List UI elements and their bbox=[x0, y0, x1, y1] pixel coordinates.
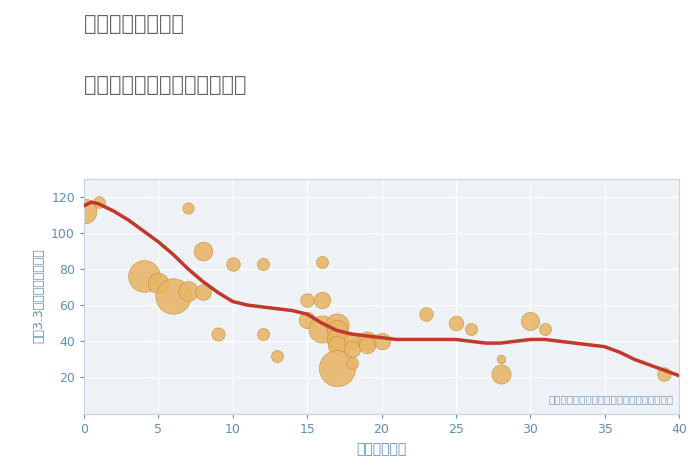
Point bbox=[331, 341, 342, 349]
Text: 円の大きさは、取引のあった物件面積を示す: 円の大きさは、取引のあった物件面積を示す bbox=[548, 394, 673, 404]
Point bbox=[316, 258, 328, 266]
Point bbox=[227, 260, 238, 267]
Point bbox=[465, 325, 476, 332]
Point bbox=[93, 198, 104, 206]
Point bbox=[361, 337, 372, 345]
Point bbox=[168, 292, 179, 300]
Point bbox=[153, 280, 164, 287]
Point bbox=[376, 337, 387, 345]
Point bbox=[272, 352, 283, 360]
Y-axis label: 坪（3.3㎡）単価（万円）: 坪（3.3㎡）単価（万円） bbox=[32, 249, 46, 344]
Point bbox=[302, 296, 313, 304]
Point bbox=[495, 370, 506, 377]
Point bbox=[316, 325, 328, 332]
Point bbox=[257, 330, 268, 338]
Point bbox=[525, 318, 536, 325]
Point bbox=[331, 336, 342, 343]
Point bbox=[78, 207, 90, 215]
Text: 兵庫県東姫路駅の: 兵庫県東姫路駅の bbox=[84, 14, 184, 34]
Point bbox=[183, 204, 194, 212]
Point bbox=[361, 341, 372, 349]
Point bbox=[197, 289, 209, 296]
Point bbox=[138, 273, 149, 280]
Point bbox=[421, 310, 432, 318]
X-axis label: 築年数（年）: 築年数（年） bbox=[356, 443, 407, 456]
Point bbox=[450, 320, 461, 327]
Point bbox=[331, 327, 342, 334]
Point bbox=[331, 365, 342, 372]
Point bbox=[495, 356, 506, 363]
Point bbox=[346, 345, 357, 352]
Point bbox=[346, 337, 357, 345]
Point bbox=[316, 296, 328, 304]
Point bbox=[331, 321, 342, 329]
Point bbox=[197, 247, 209, 255]
Point bbox=[659, 370, 670, 377]
Text: 築年数別中古マンション価格: 築年数別中古マンション価格 bbox=[84, 75, 246, 95]
Point bbox=[212, 330, 223, 338]
Point bbox=[540, 325, 551, 332]
Point bbox=[183, 287, 194, 294]
Point bbox=[346, 359, 357, 367]
Point bbox=[302, 316, 313, 323]
Point bbox=[257, 260, 268, 267]
